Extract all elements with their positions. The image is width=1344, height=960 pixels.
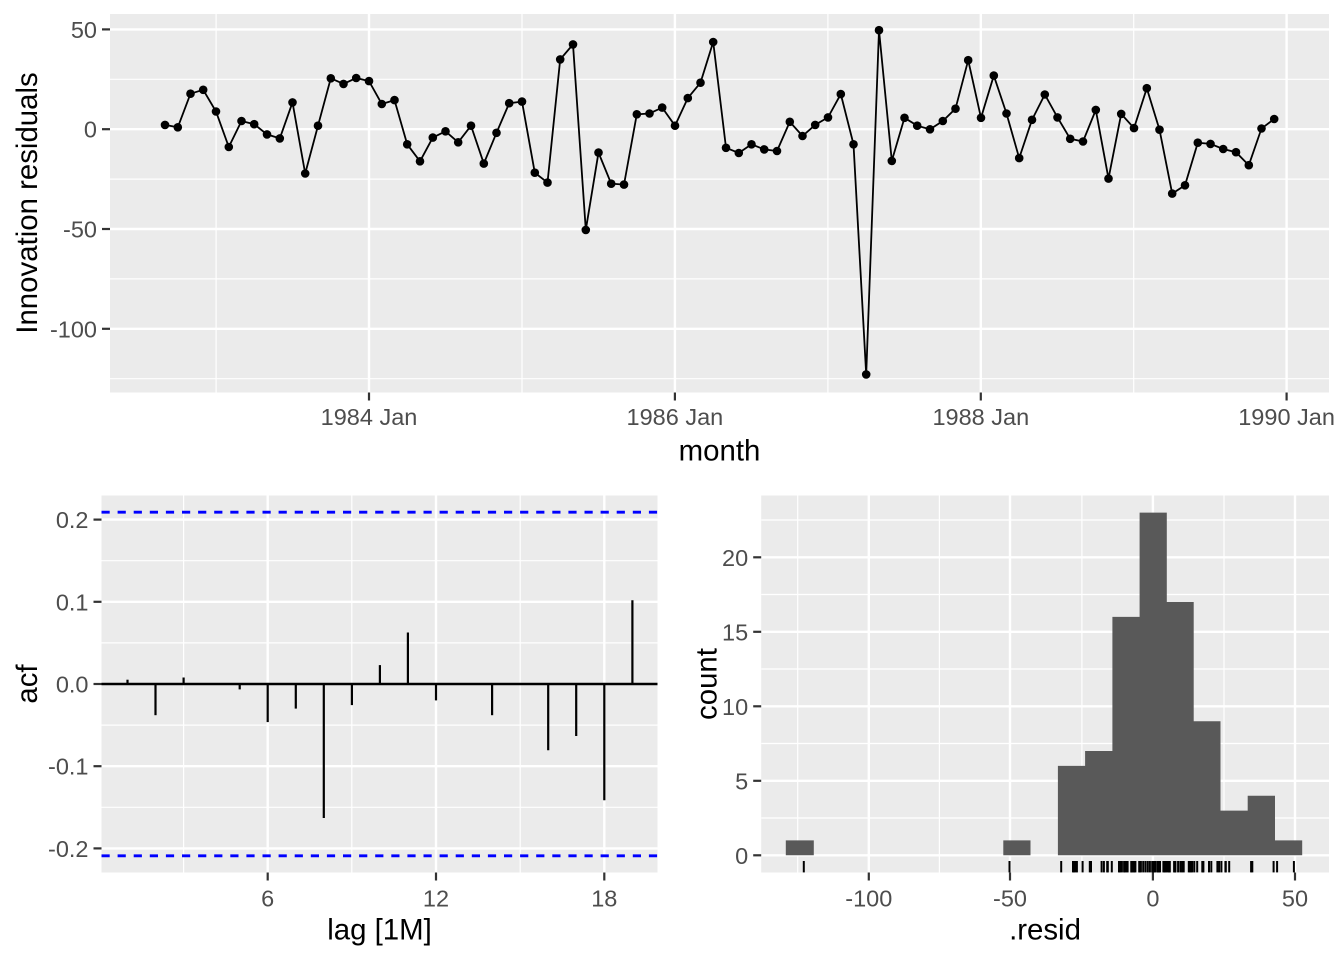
- svg-text:0.2: 0.2: [56, 507, 89, 533]
- svg-text:1984 Jan: 1984 Jan: [321, 404, 418, 430]
- svg-text:lag [1M]: lag [1M]: [327, 914, 432, 947]
- svg-text:count: count: [691, 648, 724, 720]
- svg-text:0: 0: [84, 117, 97, 143]
- svg-text:12: 12: [423, 885, 449, 911]
- svg-text:-100: -100: [845, 885, 892, 911]
- svg-text:month: month: [679, 435, 761, 468]
- svg-text:1990 Jan: 1990 Jan: [1238, 404, 1335, 430]
- svg-text:10: 10: [722, 694, 748, 720]
- svg-text:6: 6: [261, 885, 274, 911]
- svg-text:-0.1: -0.1: [48, 754, 89, 780]
- svg-text:1986 Jan: 1986 Jan: [627, 404, 724, 430]
- svg-text:-50: -50: [63, 217, 97, 243]
- svg-text:Innovation residuals: Innovation residuals: [11, 72, 44, 333]
- svg-text:18: 18: [591, 885, 617, 911]
- svg-text:-0.2: -0.2: [48, 836, 89, 862]
- svg-text:acf: acf: [11, 664, 44, 704]
- svg-text:15: 15: [722, 619, 748, 645]
- svg-text:20: 20: [722, 545, 748, 571]
- svg-text:.resid: .resid: [1009, 914, 1081, 947]
- svg-text:0.0: 0.0: [56, 672, 89, 698]
- svg-text:5: 5: [735, 768, 748, 794]
- svg-text:-100: -100: [50, 316, 97, 342]
- svg-text:50: 50: [71, 17, 97, 43]
- svg-text:-50: -50: [993, 885, 1027, 911]
- svg-text:0.1: 0.1: [56, 589, 89, 615]
- svg-text:50: 50: [1282, 885, 1308, 911]
- svg-text:0: 0: [735, 843, 748, 869]
- svg-text:1988 Jan: 1988 Jan: [932, 404, 1029, 430]
- svg-text:0: 0: [1146, 885, 1159, 911]
